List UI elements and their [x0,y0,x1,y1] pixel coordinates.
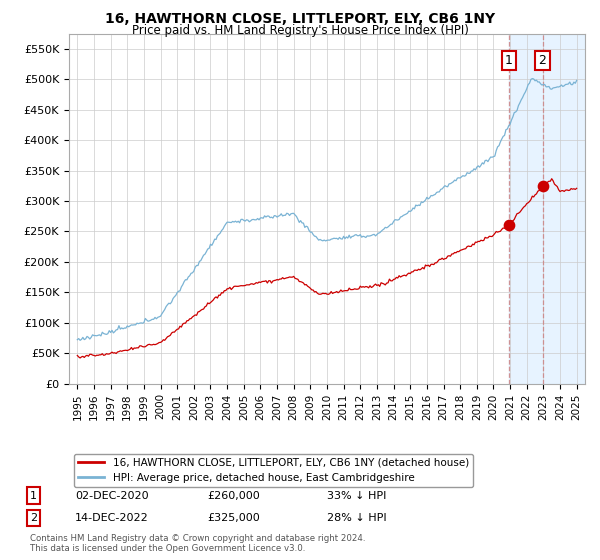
Bar [509,34,585,384]
Legend: 16, HAWTHORN CLOSE, LITTLEPORT, ELY, CB6 1NY (detached house), HPI: Average pric: 16, HAWTHORN CLOSE, LITTLEPORT, ELY, CB6… [74,454,473,487]
Text: 2: 2 [30,513,37,523]
Text: 1: 1 [505,54,513,67]
Text: 2: 2 [539,54,547,67]
Text: 1: 1 [30,491,37,501]
Text: 14-DEC-2022: 14-DEC-2022 [75,513,149,523]
Text: £325,000: £325,000 [207,513,260,523]
Text: Price paid vs. HM Land Registry's House Price Index (HPI): Price paid vs. HM Land Registry's House … [131,24,469,37]
Text: 28% ↓ HPI: 28% ↓ HPI [327,513,386,523]
Text: 16, HAWTHORN CLOSE, LITTLEPORT, ELY, CB6 1NY: 16, HAWTHORN CLOSE, LITTLEPORT, ELY, CB6… [105,12,495,26]
Text: £260,000: £260,000 [207,491,260,501]
Point [538,181,547,190]
Text: 33% ↓ HPI: 33% ↓ HPI [327,491,386,501]
Text: 02-DEC-2020: 02-DEC-2020 [75,491,149,501]
Point [504,221,514,230]
Text: Contains HM Land Registry data © Crown copyright and database right 2024.
This d: Contains HM Land Registry data © Crown c… [30,534,365,553]
